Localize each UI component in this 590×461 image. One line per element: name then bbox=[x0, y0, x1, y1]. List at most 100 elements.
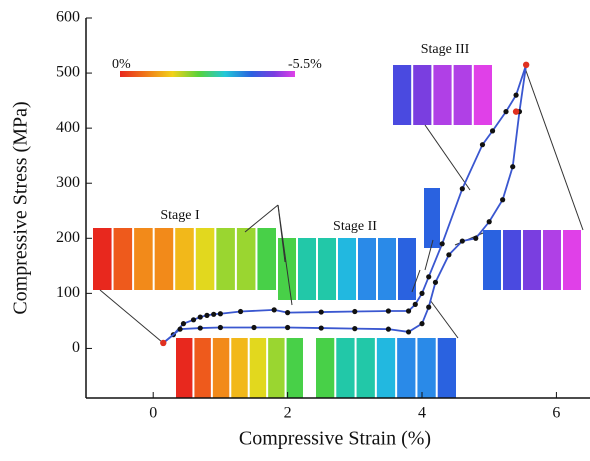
strain-panel bbox=[393, 65, 412, 125]
annotation: Stage II bbox=[333, 219, 377, 234]
point bbox=[459, 238, 465, 244]
strain-panel bbox=[286, 338, 303, 398]
strain-panel bbox=[563, 230, 581, 290]
strain-panel bbox=[437, 338, 456, 398]
strain-panel bbox=[433, 65, 452, 125]
highlight-point bbox=[160, 339, 167, 347]
point bbox=[473, 235, 479, 241]
point bbox=[489, 128, 496, 134]
y-tick-label: 600 bbox=[56, 9, 80, 26]
x-axis-label: Compressive Strain (%) bbox=[239, 428, 431, 450]
y-tick-label: 500 bbox=[56, 64, 80, 81]
point bbox=[479, 142, 486, 148]
strain-panel bbox=[356, 338, 375, 398]
point bbox=[217, 324, 223, 331]
strain-panel bbox=[236, 228, 256, 290]
point bbox=[271, 307, 277, 313]
point bbox=[459, 186, 465, 192]
point bbox=[432, 279, 439, 285]
strain-panel bbox=[523, 230, 541, 290]
strain-panel bbox=[483, 230, 501, 290]
strain-panel bbox=[175, 228, 194, 290]
strain-panel bbox=[195, 228, 215, 290]
y-tick-label: 100 bbox=[56, 284, 80, 301]
strain-panel bbox=[318, 238, 336, 300]
point bbox=[204, 312, 210, 318]
point bbox=[419, 321, 425, 327]
strain-panel bbox=[134, 228, 153, 290]
point bbox=[385, 326, 391, 332]
strain-panel bbox=[376, 338, 396, 398]
x-tick-label: 0 bbox=[149, 405, 157, 422]
y-tick-label: 200 bbox=[56, 229, 80, 246]
point bbox=[217, 311, 223, 317]
point bbox=[405, 308, 412, 314]
point bbox=[197, 314, 203, 320]
colorbar-label: -5.5% bbox=[288, 57, 322, 72]
point bbox=[180, 321, 187, 327]
strain-panel bbox=[176, 338, 193, 398]
highlight-point bbox=[512, 108, 520, 115]
point bbox=[352, 326, 358, 332]
annotation: Stage I bbox=[160, 208, 200, 223]
y-tick-label: 300 bbox=[56, 174, 80, 191]
point bbox=[197, 325, 203, 331]
x-tick-label: 4 bbox=[418, 405, 426, 422]
point bbox=[510, 164, 516, 170]
point bbox=[285, 324, 291, 331]
point bbox=[419, 290, 425, 296]
strain-panel bbox=[316, 338, 335, 398]
strain-panel bbox=[338, 238, 356, 300]
strain-panel bbox=[93, 228, 112, 290]
x-tick-label: 2 bbox=[284, 405, 292, 422]
y-tick-label: 0 bbox=[72, 339, 80, 356]
point bbox=[412, 301, 418, 307]
point bbox=[385, 308, 391, 314]
strain-panel bbox=[336, 338, 355, 398]
connectors bbox=[99, 67, 584, 343]
strain-panel bbox=[257, 228, 276, 290]
strain-panel bbox=[216, 228, 235, 290]
y-tick-label: 400 bbox=[56, 119, 80, 136]
point bbox=[503, 109, 509, 115]
point bbox=[318, 325, 324, 331]
strain-panel bbox=[268, 338, 285, 398]
strain-panel bbox=[424, 188, 440, 248]
point bbox=[251, 324, 257, 331]
point bbox=[237, 308, 244, 315]
point bbox=[190, 317, 197, 323]
y-axis-label: Compressive Stress (MPa) bbox=[10, 101, 32, 314]
strain-maps bbox=[93, 65, 581, 398]
point bbox=[318, 309, 324, 315]
strain-panel bbox=[417, 338, 436, 398]
colorbar-label: 0% bbox=[112, 57, 131, 72]
strain-panel bbox=[543, 230, 561, 290]
point bbox=[285, 310, 291, 316]
point bbox=[426, 304, 432, 310]
strain-panel bbox=[231, 338, 248, 398]
strain-panel bbox=[113, 228, 133, 290]
point bbox=[513, 92, 519, 98]
point bbox=[405, 329, 412, 335]
point bbox=[352, 308, 358, 315]
strain-panel bbox=[298, 238, 316, 300]
point bbox=[439, 241, 445, 247]
point bbox=[486, 219, 492, 225]
strain-panel bbox=[358, 238, 376, 300]
strain-panel bbox=[473, 65, 492, 125]
strain-panel bbox=[249, 338, 267, 398]
strain-panel bbox=[503, 230, 521, 290]
point bbox=[446, 252, 452, 258]
strain-panel bbox=[398, 238, 416, 300]
strain-panel bbox=[413, 65, 432, 125]
annotation: Stage III bbox=[421, 42, 470, 57]
strain-panel bbox=[453, 65, 472, 125]
x-tick-label: 6 bbox=[552, 405, 560, 422]
strain-panel bbox=[194, 338, 211, 398]
strain-panel bbox=[154, 228, 174, 290]
strain-panel bbox=[212, 338, 230, 398]
point bbox=[426, 274, 432, 280]
colorbar bbox=[120, 71, 295, 77]
highlight-point bbox=[522, 61, 530, 69]
